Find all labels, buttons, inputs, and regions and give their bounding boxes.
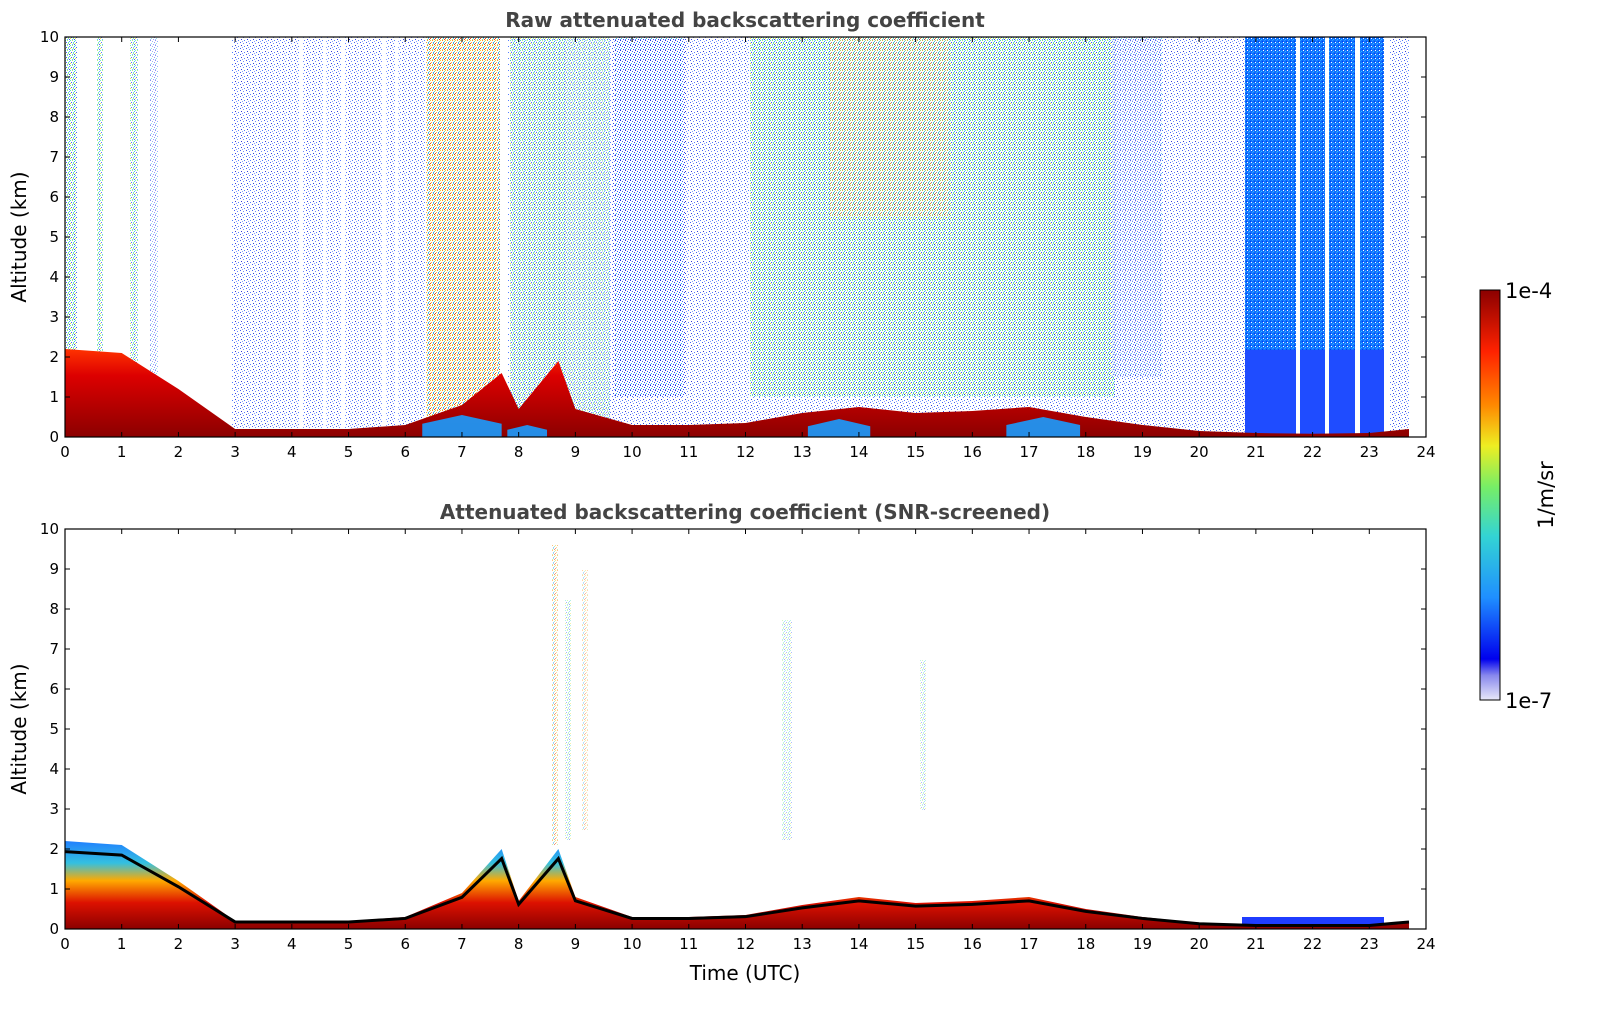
panel-screened-ticks: 0 1 2 3 4 5 6 7 8 9 10 11 12 13 14 15 16 17 18 19 20 21 22 23 24… — [40, 520, 1436, 953]
panel-screened-xtick-label: 0 — [60, 935, 70, 953]
panel-raw-xtick-label: 16 — [963, 443, 982, 461]
panel-raw-clear-air — [422, 415, 1081, 437]
panel-raw-xtick-label: 9 — [571, 443, 581, 461]
panel-raw-xtick-label: 8 — [514, 443, 524, 461]
panel-screened-xtick-label: 15 — [906, 935, 925, 953]
colorbar-unit-label: 1/m/sr — [1534, 461, 1558, 529]
panel-screened-xlabel: Time (UTC) — [689, 961, 801, 985]
panel-raw-title: Raw attenuated backscattering coefficien… — [505, 8, 985, 32]
panel-screened-heatmap — [65, 529, 1426, 929]
panel-screened-xtick-label: 24 — [1416, 935, 1435, 953]
panel-raw-xtick-label: 17 — [1019, 443, 1038, 461]
panel-raw-xtick-label: 0 — [60, 443, 70, 461]
panel-screened-ytick-label: 4 — [49, 760, 59, 778]
colorbar: 1e-4 1e-7 1/m/sr — [1479, 279, 1558, 713]
panel-screened-ytick-label: 10 — [40, 520, 59, 538]
panel-screened-xtick-label: 12 — [736, 935, 755, 953]
panel-raw-xtick-label: 1 — [117, 443, 127, 461]
panel-screened-ylabel: Altitude (km) — [7, 663, 31, 794]
panel-screened-xtick-label: 3 — [230, 935, 240, 953]
panel-screened-ytick-label: 3 — [49, 800, 59, 818]
panel-raw-xtick-label: 21 — [1246, 443, 1265, 461]
panel-screened-xtick-label: 6 — [400, 935, 410, 953]
panel-raw: Raw attenuated backscattering coefficien… — [7, 8, 1436, 461]
panel-screened-ytick-label: 7 — [49, 640, 59, 658]
panel-raw-xtick-label: 20 — [1190, 443, 1209, 461]
panel-screened-layer-top-line — [65, 850, 1410, 927]
colorbar-gradient — [1479, 289, 1501, 701]
panel-screened-xtick-label: 19 — [1133, 935, 1152, 953]
panel-screened-xtick-label: 1 — [117, 935, 127, 953]
panel-screened-xtick-label: 8 — [514, 935, 524, 953]
panel-screened-xtick-label: 21 — [1246, 935, 1265, 953]
panel-screened-xtick-label: 14 — [849, 935, 868, 953]
panel-raw-xtick-label: 13 — [793, 443, 812, 461]
panel-screened-xtick-label: 7 — [457, 935, 467, 953]
panel-screened-ytick-label: 9 — [49, 560, 59, 578]
panel-raw-xtick-label: 14 — [849, 443, 868, 461]
panel-raw-ytick-label: 7 — [49, 148, 59, 166]
panel-raw-xtick-label: 12 — [736, 443, 755, 461]
panel-raw-ytick-label: 3 — [49, 308, 59, 326]
panel-screened-ytick-label: 6 — [49, 680, 59, 698]
panel-screened-xtick-label: 17 — [1019, 935, 1038, 953]
panel-raw-ytick-label: 10 — [40, 28, 59, 46]
panel-raw-ytick-label: 6 — [49, 188, 59, 206]
panel-screened-xtick-label: 4 — [287, 935, 297, 953]
panel-raw-xtick-label: 15 — [906, 443, 925, 461]
panel-screened-xtick-label: 23 — [1360, 935, 1379, 953]
panel-screened-xtick-label: 16 — [963, 935, 982, 953]
panel-screened-title: Attenuated backscattering coefficient (S… — [440, 500, 1050, 524]
colorbar-max-label: 1e-4 — [1505, 279, 1552, 303]
panel-raw-ytick-label: 2 — [49, 348, 59, 366]
panel-raw-xtick-label: 11 — [679, 443, 698, 461]
panel-raw-boundary-layer — [65, 349, 1409, 437]
panel-screened-xtick-label: 9 — [571, 935, 581, 953]
panel-raw-ytick-label: 0 — [49, 428, 59, 446]
panel-screened-xtick-label: 22 — [1303, 935, 1322, 953]
panel-raw-xtick-label: 23 — [1360, 443, 1379, 461]
panel-raw-ytick-label: 9 — [49, 68, 59, 86]
panel-raw-ytick-label: 5 — [49, 228, 59, 246]
panel-screened-xtick-label: 10 — [623, 935, 642, 953]
panel-screened-ytick-label: 5 — [49, 720, 59, 738]
panel-screened-xtick-label: 11 — [679, 935, 698, 953]
panel-screened: Attenuated backscattering coefficient (S… — [7, 500, 1436, 985]
panel-raw-xtick-label: 3 — [230, 443, 240, 461]
panel-screened-ytick-label: 1 — [49, 880, 59, 898]
panel-raw-ylabel: Altitude (km) — [7, 171, 31, 302]
panel-screened-xtick-label: 13 — [793, 935, 812, 953]
panel-raw-xtick-label: 24 — [1416, 443, 1435, 461]
panel-raw-xtick-label: 6 — [400, 443, 410, 461]
panel-raw-xtick-label: 19 — [1133, 443, 1152, 461]
panel-screened-ytick-label: 0 — [49, 920, 59, 938]
panel-screened-xtick-label: 5 — [344, 935, 354, 953]
panel-raw-xtick-label: 10 — [623, 443, 642, 461]
panel-screened-ytick-label: 2 — [49, 840, 59, 858]
panel-raw-heatmap — [65, 37, 1426, 437]
panel-raw-xtick-label: 5 — [344, 443, 354, 461]
panel-raw-ytick-label: 8 — [49, 108, 59, 126]
panel-screened-boundary-layer — [65, 841, 1409, 929]
panel-raw-xtick-label: 22 — [1303, 443, 1322, 461]
panel-raw-xtick-label: 18 — [1076, 443, 1095, 461]
panel-raw-xtick-label: 4 — [287, 443, 297, 461]
panel-screened-ytick-label: 8 — [49, 600, 59, 618]
panel-raw-ytick-label: 1 — [49, 388, 59, 406]
panel-raw-xtick-label: 2 — [174, 443, 184, 461]
panel-screened-xtick-label: 20 — [1190, 935, 1209, 953]
panel-raw-xtick-label: 7 — [457, 443, 467, 461]
panel-raw-ytick-label: 4 — [49, 268, 59, 286]
panel-screened-xtick-label: 18 — [1076, 935, 1095, 953]
colorbar-min-label: 1e-7 — [1505, 689, 1552, 713]
panel-screened-xtick-label: 2 — [174, 935, 184, 953]
panel-raw-ticks: 0 1 2 3 4 5 6 7 8 9 10 11 12 13 14 15 16 17 18 19 20 21 22 23 24… — [40, 28, 1436, 461]
